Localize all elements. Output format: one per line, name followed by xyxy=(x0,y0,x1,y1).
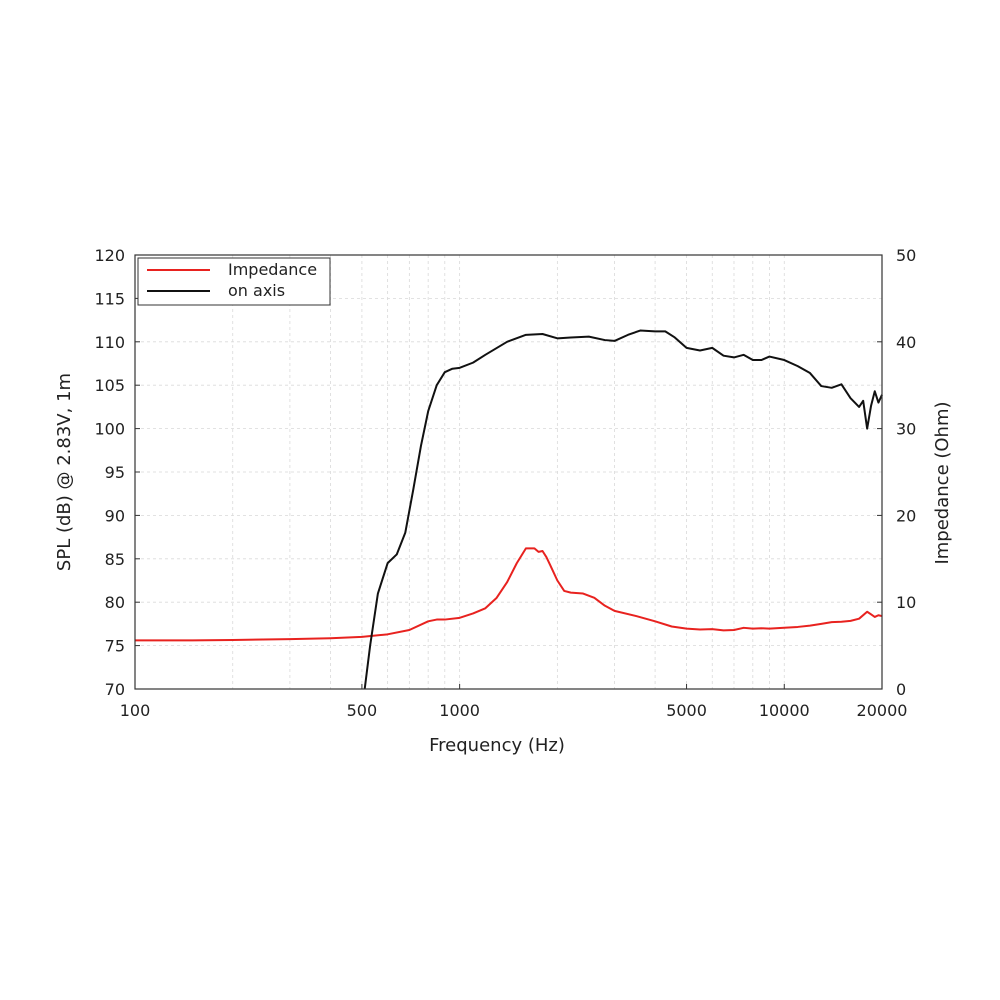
y2-axis-ticks: 0 10 20 30 40 50 xyxy=(877,246,916,699)
series-line-impedance xyxy=(135,547,883,642)
y-tick-label: 85 xyxy=(105,550,125,569)
y-tick-label: 115 xyxy=(94,289,125,308)
x-tick-label: 500 xyxy=(347,701,378,720)
y-axis-label: SPL (dB) @ 2.83V, 1m xyxy=(54,373,75,571)
y2-tick-label: 0 xyxy=(896,680,906,699)
y2-tick-label: 50 xyxy=(896,246,916,265)
legend-label-impedance: Impedance xyxy=(228,260,317,279)
y-tick-label: 100 xyxy=(94,420,125,439)
y2-tick-label: 10 xyxy=(896,593,916,612)
y2-tick-label: 40 xyxy=(896,333,916,352)
y-tick-label: 120 xyxy=(94,246,125,265)
legend: Impedance on axis xyxy=(137,257,331,306)
y-tick-label: 90 xyxy=(105,506,125,525)
y-tick-label: 70 xyxy=(105,680,125,699)
series-line-on-axis xyxy=(363,329,883,690)
x-axis-ticks: 100 500 1000 5000 10000 20000 xyxy=(120,684,908,720)
legend-label-on-axis: on axis xyxy=(228,281,285,300)
x-tick-label: 1000 xyxy=(439,701,480,720)
y2-tick-label: 20 xyxy=(896,506,916,525)
x-tick-label: 10000 xyxy=(759,701,810,720)
x-tick-label: 100 xyxy=(120,701,151,720)
x-tick-label: 5000 xyxy=(666,701,707,720)
y-tick-label: 95 xyxy=(105,463,125,482)
legend-box xyxy=(137,257,331,306)
y-tick-label: 80 xyxy=(105,593,125,612)
y-tick-label: 75 xyxy=(105,637,125,656)
y2-axis-label: Impedance (Ohm) xyxy=(932,401,953,564)
y-tick-label: 105 xyxy=(94,376,125,395)
y-axis-ticks: 70 75 80 85 90 95 100 105 110 115 120 xyxy=(94,246,140,699)
x-tick-label: 20000 xyxy=(857,701,908,720)
grid xyxy=(135,255,882,689)
y-tick-label: 110 xyxy=(94,333,125,352)
y2-tick-label: 30 xyxy=(896,420,916,439)
x-axis-label: Frequency (Hz) xyxy=(429,735,565,756)
plot-lines xyxy=(135,329,883,690)
